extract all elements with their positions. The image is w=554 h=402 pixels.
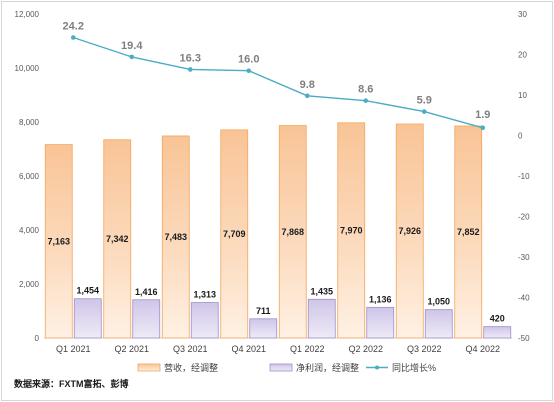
bar-label-net-profit: 1,050 <box>427 297 450 307</box>
left-tick-label: 12,000 <box>15 10 40 19</box>
bar-label-revenue: 7,342 <box>106 234 129 244</box>
line-label-yoy-growth: 24.2 <box>63 20 84 32</box>
bar-label-net-profit: 1,313 <box>193 290 216 300</box>
bar-label-revenue: 7,163 <box>47 236 70 246</box>
category-label: Q1 2022 <box>290 344 325 354</box>
bar-net-profit <box>366 306 395 339</box>
category-label: Q1 2021 <box>56 344 91 354</box>
bar-revenue <box>337 122 366 339</box>
line-point-yoy-growth <box>129 54 135 60</box>
bar-label-net-profit: 711 <box>256 306 271 316</box>
right-axis-ticks: 30 20 10 0 -10 -20 -30 -40 -50 <box>518 10 530 343</box>
bar-label-revenue: 7,868 <box>281 227 304 237</box>
bar-label-net-profit: 1,435 <box>310 286 333 296</box>
legend-label-revenue: 营收，经调整 <box>164 362 218 373</box>
category-labels: Q1 2021 Q2 2021 Q3 2021 Q4 2021 Q1 2022 Q2 20… <box>56 344 500 354</box>
category-label: Q3 2022 <box>407 344 442 354</box>
right-tick-label: 10 <box>518 91 527 100</box>
bar-net-profit <box>424 309 453 339</box>
bar-revenue <box>103 139 132 339</box>
left-tick-label: 6,000 <box>19 172 40 181</box>
legend-item-revenue[interactable]: 营收，经调整 <box>137 362 218 373</box>
left-tick-label: 10,000 <box>15 64 40 73</box>
left-tick-label: 0 <box>35 334 40 343</box>
right-tick-label: -10 <box>518 172 530 181</box>
bar-net-profit <box>190 302 219 339</box>
bar-revenue <box>454 125 483 339</box>
line-label-yoy-growth: 16.0 <box>238 54 259 66</box>
line-point-yoy-growth <box>421 109 427 114</box>
bar-label-net-profit: 1,416 <box>135 287 158 297</box>
left-tick-label: 2,000 <box>19 280 40 289</box>
line-point-yoy-growth <box>246 68 252 73</box>
bar-revenue <box>161 135 190 339</box>
right-tick-label: -30 <box>518 253 530 262</box>
legend-marker-yoy-growth <box>375 365 379 370</box>
line-label-yoy-growth: 16.3 <box>180 52 201 64</box>
line-label-yoy-growth: 9.8 <box>300 79 315 91</box>
legend-item-net-profit[interactable]: 净利润，经调整 <box>269 362 359 373</box>
bar-label-net-profit: 1,136 <box>369 294 392 304</box>
line-point-yoy-growth <box>363 98 369 103</box>
line-label-yoy-growth: 5.9 <box>417 95 432 107</box>
legend-label-yoy-growth: 同比增长% <box>392 362 436 373</box>
bar-net-profit <box>483 326 512 339</box>
line-point-yoy-growth <box>480 125 486 131</box>
line-label-yoy-growth: 19.4 <box>121 40 143 52</box>
right-tick-label: -50 <box>518 334 530 343</box>
bar-revenue <box>44 144 73 339</box>
bar-label-revenue: 7,926 <box>398 226 421 236</box>
right-tick-label: 0 <box>518 132 523 141</box>
line-point-yoy-growth <box>304 93 310 99</box>
source-note: 数据来源：FXTM富拓、彭博 <box>14 378 129 389</box>
left-axis-ticks: 0 2,000 4,000 6,000 8,000 10,000 12,000 <box>15 10 40 343</box>
legend-label-net-profit: 净利润，经调整 <box>296 362 359 373</box>
bar-label-revenue: 7,483 <box>164 232 187 242</box>
bar-label-net-profit: 1,454 <box>76 286 99 296</box>
line-layer: 24.2 19.4 16.3 16.0 9.8 8.6 5.9 1.9 <box>63 20 490 131</box>
right-tick-label: 30 <box>518 10 527 19</box>
category-label: Q2 2022 <box>348 344 383 354</box>
category-label: Q4 2021 <box>231 344 266 354</box>
line-point-yoy-growth <box>187 67 193 72</box>
line-label-yoy-growth: 1.9 <box>475 109 490 121</box>
line-point-yoy-growth <box>70 35 76 40</box>
bars-layer: 7,163 1,454 7,342 1,416 7,483 1,313 7,709 711 7,… <box>44 122 512 339</box>
category-label: Q4 2022 <box>465 344 500 354</box>
bar-net-profit <box>249 318 278 339</box>
line-yoy-growth <box>73 36 483 129</box>
bar-net-profit <box>307 298 336 339</box>
left-tick-label: 4,000 <box>19 226 40 235</box>
bar-label-net-profit: 420 <box>490 314 505 324</box>
bar-label-revenue: 7,852 <box>457 227 480 237</box>
bar-label-revenue: 7,970 <box>340 225 363 235</box>
left-tick-label: 8,000 <box>19 118 40 127</box>
bar-revenue <box>278 125 307 339</box>
bar-revenue <box>395 123 424 339</box>
legend: 营收，经调整 净利润，经调整 同比增长% <box>137 362 436 373</box>
right-tick-label: -40 <box>518 294 530 303</box>
line-label-yoy-growth: 8.6 <box>358 84 373 96</box>
legend-swatch-net-profit <box>269 363 293 372</box>
bar-net-profit <box>132 299 161 339</box>
bar-net-profit <box>73 298 102 339</box>
right-tick-label: -20 <box>518 213 530 222</box>
bar-label-revenue: 7,709 <box>223 229 246 239</box>
category-label: Q2 2021 <box>114 344 149 354</box>
legend-item-yoy-growth[interactable]: 同比增长% <box>366 362 436 373</box>
right-tick-label: 20 <box>518 51 527 60</box>
legend-swatch-revenue <box>137 363 161 372</box>
bar-revenue <box>220 129 249 339</box>
category-label: Q3 2021 <box>173 344 208 354</box>
